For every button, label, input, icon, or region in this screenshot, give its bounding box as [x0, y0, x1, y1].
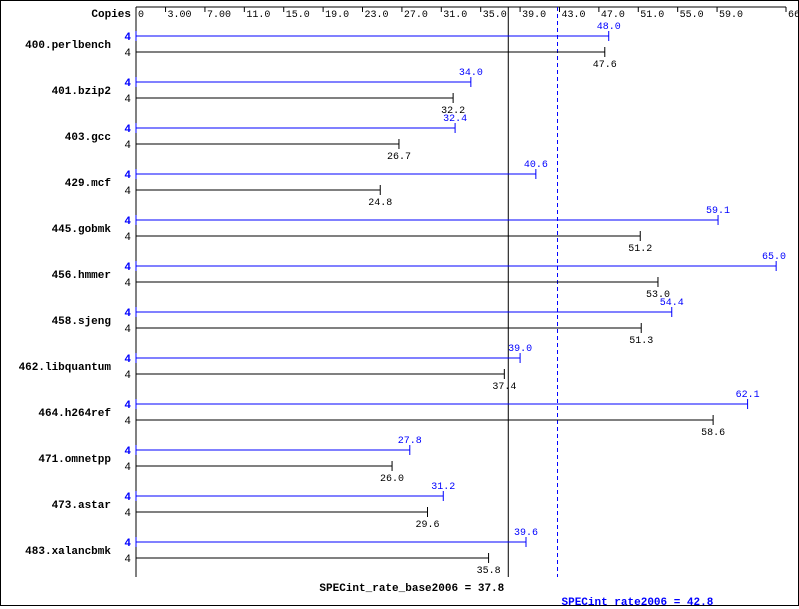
copies-base: 4	[124, 508, 131, 520]
copies-peak: 4	[124, 400, 131, 412]
copies-base: 4	[124, 186, 131, 198]
copies-peak: 4	[124, 308, 131, 320]
benchmark-label: 429.mcf	[65, 178, 112, 190]
value-peak: 31.2	[431, 482, 455, 493]
axis-tick-label: 19.0	[325, 10, 349, 21]
copies-peak: 4	[124, 124, 131, 136]
copies-base: 4	[124, 140, 131, 152]
benchmark-label: 403.gcc	[65, 132, 111, 144]
benchmark-label: 458.sjeng	[52, 316, 111, 328]
axis-tick-label: 27.0	[404, 10, 428, 21]
value-base: 47.6	[593, 60, 617, 71]
copies-base: 4	[124, 232, 131, 244]
value-base: 26.0	[380, 474, 404, 485]
value-base: 29.6	[416, 520, 440, 531]
copies-peak: 4	[124, 32, 131, 44]
copies-base: 4	[124, 94, 131, 106]
axis-tick-label: 51.0	[640, 10, 664, 21]
copies-base: 4	[124, 554, 131, 566]
value-peak: 32.4	[443, 114, 467, 125]
copies-base: 4	[124, 370, 131, 382]
axis-tick-label: 59.0	[719, 10, 743, 21]
benchmark-label: 456.hmmer	[52, 270, 111, 282]
copies-header: Copies	[91, 9, 131, 21]
copies-base: 4	[124, 48, 131, 60]
copies-peak: 4	[124, 170, 131, 182]
copies-peak: 4	[124, 78, 131, 90]
axis-tick-label: 23.0	[365, 10, 389, 21]
value-peak: 34.0	[459, 68, 483, 79]
axis-tick-label: 7.00	[207, 10, 231, 21]
value-peak: 27.8	[398, 436, 422, 447]
value-base: 35.8	[477, 566, 501, 577]
copies-peak: 4	[124, 262, 131, 274]
value-base: 51.2	[628, 244, 652, 255]
benchmark-label: 462.libquantum	[19, 362, 112, 374]
copies-base: 4	[124, 278, 131, 290]
value-peak: 65.0	[762, 252, 786, 263]
copies-peak: 4	[124, 538, 131, 550]
copies-peak: 4	[124, 216, 131, 228]
axis-tick-label: 3.00	[168, 10, 192, 21]
value-base: 58.6	[701, 428, 725, 439]
copies-peak: 4	[124, 492, 131, 504]
spec-chart: 0 3.00 7.00 11.0 15.0 19.0 23.0 27.0 31.0 35.0 39.…	[0, 0, 799, 606]
axis-tick-label: 35.0	[483, 10, 507, 21]
reference-label: SPECint_rate_base2006 = 37.8	[319, 583, 504, 595]
value-base: 51.3	[629, 336, 653, 347]
value-peak: 62.1	[736, 390, 760, 401]
benchmark-label: 471.omnetpp	[38, 454, 111, 466]
axis-tick-label: 66.0	[788, 10, 798, 21]
value-base: 37.4	[492, 382, 516, 393]
copies-base: 4	[124, 324, 131, 336]
axis-tick-label: 47.0	[601, 10, 625, 21]
value-peak: 54.4	[660, 298, 684, 309]
benchmark-label: 445.gobmk	[52, 224, 112, 236]
reference-label: SPECint_rate2006 = 42.8	[562, 597, 714, 605]
copies-peak: 4	[124, 354, 131, 366]
axis-tick-label: 15.0	[286, 10, 310, 21]
benchmark-label: 473.astar	[52, 500, 111, 512]
value-peak: 39.0	[508, 344, 532, 355]
axis-tick-label: 0	[138, 10, 144, 21]
axis-tick-label: 31.0	[443, 10, 467, 21]
benchmark-label: 400.perlbench	[25, 40, 111, 52]
benchmark-label: 401.bzip2	[52, 86, 111, 98]
value-peak: 48.0	[597, 22, 621, 33]
axis-tick-label: 43.0	[561, 10, 585, 21]
value-peak: 59.1	[706, 206, 730, 217]
benchmark-label: 464.h264ref	[38, 408, 111, 420]
value-base: 24.8	[368, 198, 392, 209]
copies-peak: 4	[124, 446, 131, 458]
value-peak: 39.6	[514, 528, 538, 539]
axis-tick-label: 39.0	[522, 10, 546, 21]
benchmark-label: 483.xalancbmk	[25, 546, 111, 558]
copies-base: 4	[124, 462, 131, 474]
axis-tick-label: 11.0	[246, 10, 270, 21]
axis-tick-label: 55.0	[680, 10, 704, 21]
copies-base: 4	[124, 416, 131, 428]
value-peak: 40.6	[524, 160, 548, 171]
value-base: 26.7	[387, 152, 411, 163]
chart-svg: 0 3.00 7.00 11.0 15.0 19.0 23.0 27.0 31.0 35.0 39.…	[1, 1, 798, 605]
